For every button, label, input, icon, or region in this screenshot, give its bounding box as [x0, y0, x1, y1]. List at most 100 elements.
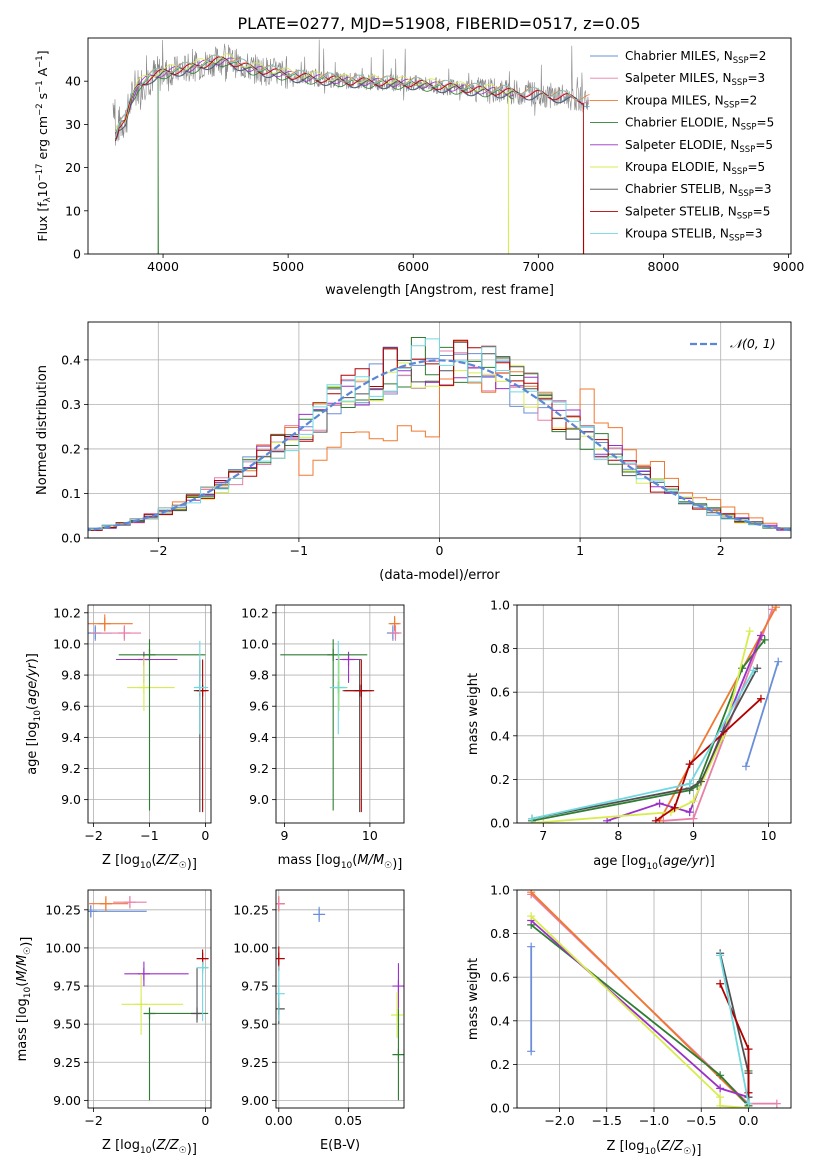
series-salpeter_stelib: [655, 698, 762, 822]
x-tick-label: 8000: [648, 259, 680, 274]
marker-salpeter_stelib: [744, 1045, 753, 1054]
y-tick-label: 10.25: [233, 902, 269, 917]
marker-salpeter_miles: [689, 814, 698, 823]
series-kroupa_elodie: [530, 915, 749, 1108]
x-tick-label: 0.0: [739, 1113, 759, 1128]
label-sub: 10: [646, 862, 658, 872]
label-part: M/M: [357, 853, 384, 868]
series-salpeter_stelib: [719, 983, 750, 1093]
point-kroupa_stelib: [276, 987, 285, 1000]
legend-text: =3: [747, 71, 765, 85]
marker-chabrier_elodie: [716, 1071, 725, 1080]
axes-frame: [87, 889, 212, 1109]
marker-salpeter_miles: [772, 1099, 781, 1108]
axes-frame: [275, 889, 405, 1109]
y-tick-label: 40: [65, 74, 81, 89]
marker-kroupa_elodie: [689, 797, 698, 806]
marker-kroupa_miles: [771, 605, 780, 612]
legend-sub: SSP: [733, 56, 749, 66]
x-tick-label: −2.0: [544, 1113, 574, 1128]
y-tick-label: 0.1: [61, 486, 81, 501]
label-part: age/yr: [25, 662, 40, 705]
y-tick-label: 9.0: [249, 792, 269, 807]
label-part: Z [log: [607, 1139, 645, 1154]
legend-sub: SSP: [732, 167, 748, 177]
label-part: )]: [187, 857, 197, 872]
mass_vs_ebv-points: [276, 896, 404, 1101]
point-kroupa_miles: [98, 617, 111, 630]
x-tick-label: 4000: [147, 259, 179, 274]
weight_vs_z-series: [527, 890, 781, 1108]
y-tick-label: 0.4: [61, 352, 81, 367]
y-tick-label: 10.0: [53, 636, 81, 651]
legend-entry: Kroupa ELODIE, NSSP=5: [625, 160, 765, 177]
y-tick-label: 0.2: [490, 772, 510, 787]
x-tick-label: −1: [290, 543, 308, 558]
marker-chabrier_miles: [774, 657, 783, 666]
y-tick-label: 0.2: [490, 1057, 510, 1072]
axes-frame: [275, 604, 405, 824]
legend-text: Chabrier ELODIE, N: [625, 116, 741, 130]
marker-kroupa_stelib: [528, 814, 537, 823]
label-part: )]: [392, 857, 402, 872]
y-tick-label: 10: [65, 203, 81, 218]
y-tick-label: 9.75: [241, 979, 269, 994]
x-axis-label: E(B-V): [320, 1138, 360, 1153]
label-sub: 10: [140, 1146, 152, 1156]
x-axis-label: mass [log10(M/M☉)]: [278, 853, 403, 872]
x-tick-label: 9: [689, 828, 697, 843]
label-part: erg cm: [35, 116, 50, 164]
marker-kroupa_miles: [527, 890, 536, 897]
label-part: )]: [705, 854, 715, 869]
marker-kroupa_elodie: [527, 912, 536, 921]
label-part: )]: [691, 1143, 701, 1158]
point-chabrier_stelib: [191, 1007, 204, 1020]
x-tick-label: 6000: [397, 259, 429, 274]
x-tick-label: 0: [201, 828, 209, 843]
label-part: Z [log: [102, 853, 140, 868]
legend-text: =5: [757, 116, 775, 130]
label-part: (: [15, 982, 30, 987]
y-tick-label: 9.00: [53, 1093, 81, 1108]
label-part: Z [log: [102, 1138, 140, 1153]
point-chabrier_elodie: [327, 648, 340, 661]
y-tick-label: 0.4: [490, 1013, 510, 1028]
y-tick-label: 10.2: [53, 605, 81, 620]
x-tick-label: −1.5: [592, 1113, 622, 1128]
y-tick-label: 9.8: [61, 668, 81, 683]
axes-frame: [87, 321, 792, 539]
x-axis-label: wavelength [Angstrom, rest frame]: [325, 283, 554, 298]
legend-sub: SSP: [729, 234, 745, 244]
model-kroupa_miles: [115, 54, 590, 138]
y-tick-label: 0.0: [490, 1101, 510, 1116]
legend-entry: 𝒩(0, 1): [730, 336, 776, 351]
y-tick-label: 10.25: [45, 902, 81, 917]
label-part: (: [151, 1138, 156, 1153]
x-tick-label: −2: [84, 828, 102, 843]
y-tick-label: 0.8: [490, 641, 510, 656]
label-part: age/yr: [663, 854, 706, 869]
legend-entry: Kroupa MILES, NSSP=2: [625, 93, 757, 110]
x-tick-label: 9: [281, 828, 289, 843]
y-tick-label: 9.25: [241, 1055, 269, 1070]
label-part: (: [658, 854, 663, 869]
x-tick-label: 1: [576, 543, 584, 558]
label-sub: 10: [23, 986, 33, 998]
data-spectrum: [112, 39, 589, 146]
legend-text: Kroupa STELIB, N: [625, 227, 729, 241]
legend-text: =5: [753, 204, 771, 218]
label-part: mass [log: [278, 853, 341, 868]
legend-entry: Chabrier STELIB, NSSP=3: [625, 182, 772, 199]
x-tick-label: −2: [149, 543, 167, 558]
marker-salpeter_elodie: [756, 631, 765, 640]
x-tick-label: −0.5: [686, 1113, 716, 1128]
y-tick-label: 9.00: [241, 1093, 269, 1108]
y-axis-label: mass weight: [466, 958, 481, 1040]
y-tick-label: 9.8: [249, 668, 269, 683]
point-kroupa_elodie: [137, 681, 150, 694]
point-chabrier_elodie: [392, 1048, 404, 1061]
point-salpeter_elodie: [137, 967, 150, 980]
series-chabrier_elodie: [530, 924, 750, 1108]
